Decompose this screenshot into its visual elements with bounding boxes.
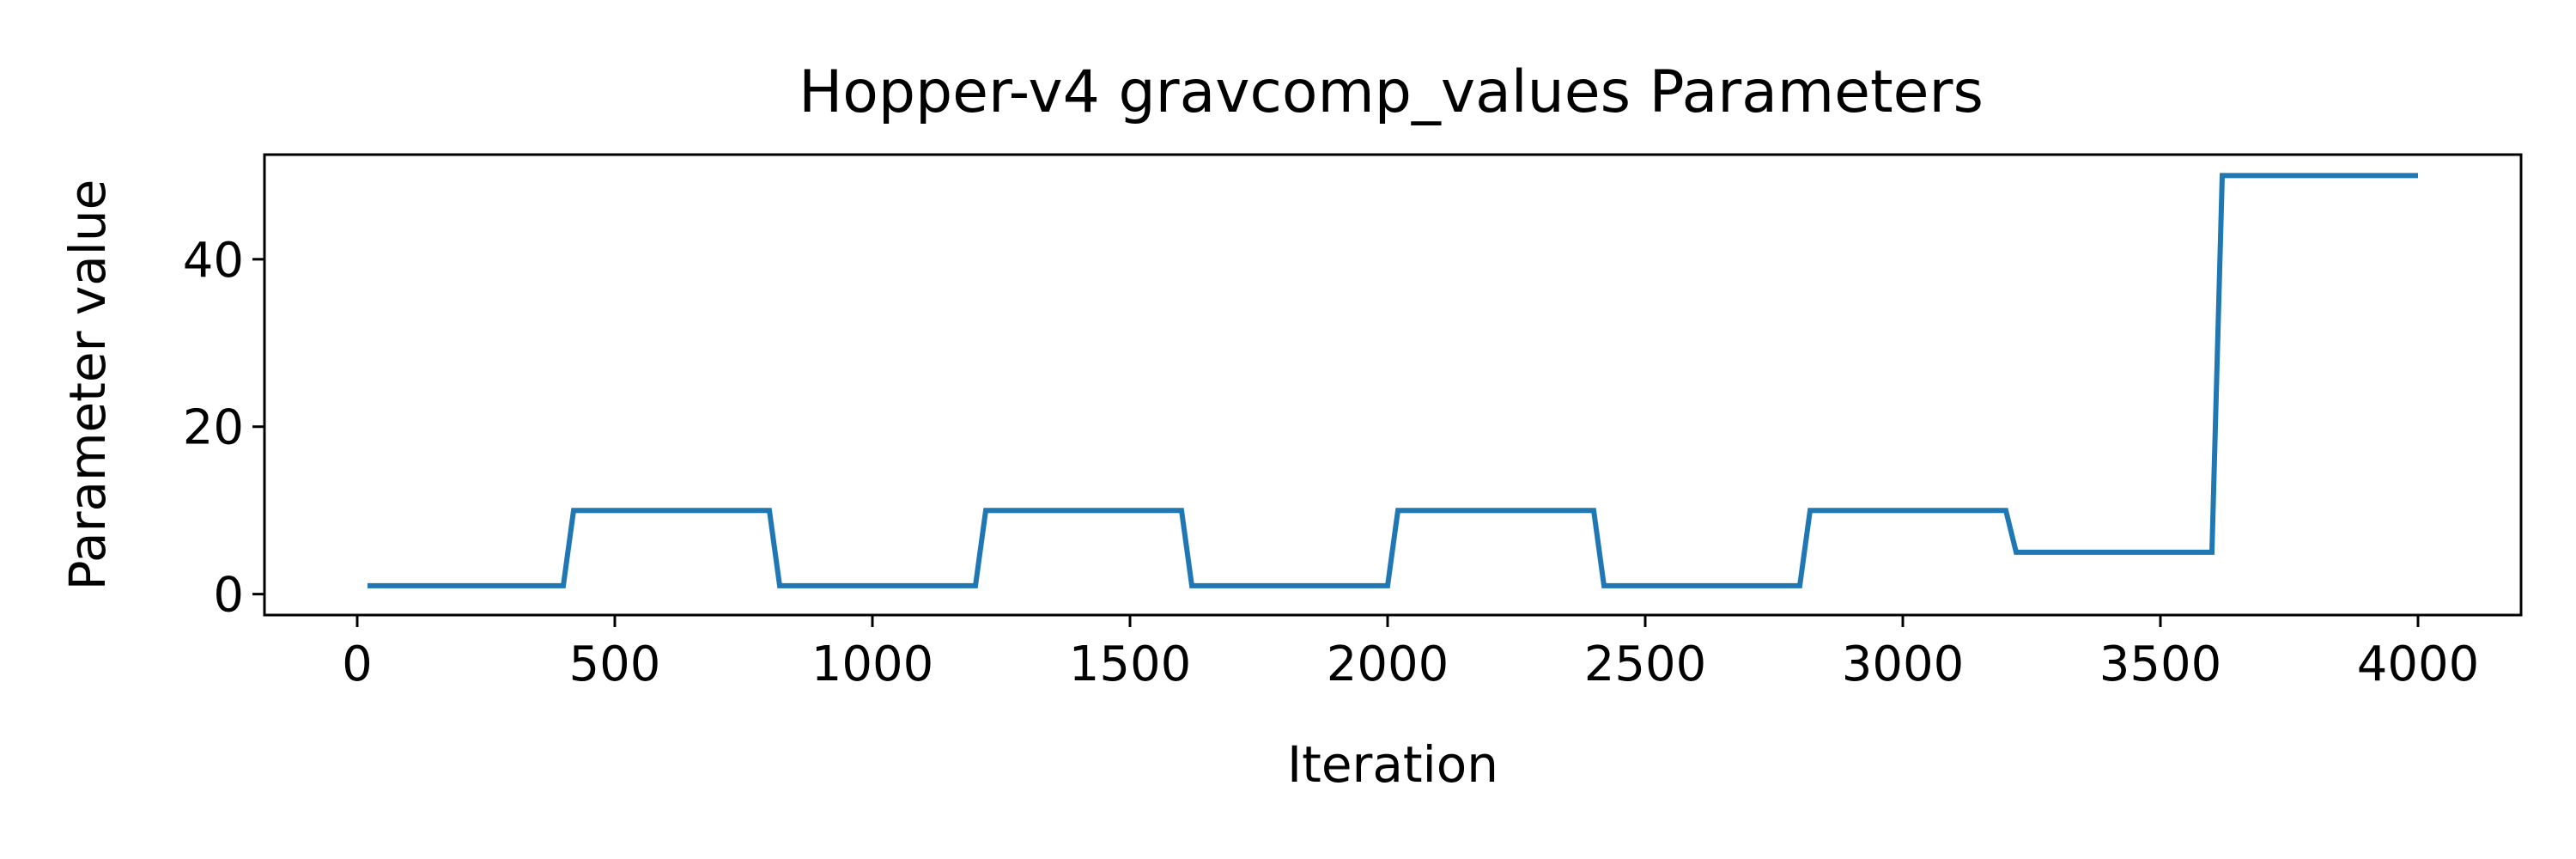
x-axis-label: Iteration [1287, 735, 1498, 794]
x-tick-label: 0 [342, 637, 373, 692]
chart-title: Hopper-v4 gravcomp_values Parameters [799, 58, 1984, 126]
plot-frame [263, 153, 2523, 617]
y-tick-label: 0 [213, 568, 244, 624]
x-tick-label: 3500 [2099, 637, 2222, 692]
x-axis: 0 500 1000 1500 2000 2500 3000 3500 4000 [342, 615, 2479, 692]
x-tick-label: 3000 [1842, 637, 1965, 692]
y-axis: 0 20 40 [183, 233, 264, 624]
series-line-0 [368, 173, 2418, 588]
x-tick-label: 1500 [1069, 637, 1192, 692]
x-tick-label: 1000 [811, 637, 934, 692]
plot-area [368, 173, 2418, 588]
y-tick-label: 20 [183, 400, 244, 456]
y-axis-label: Parameter value [58, 180, 117, 591]
x-tick-label: 2500 [1584, 637, 1707, 692]
x-tick-label: 2000 [1327, 637, 1449, 692]
y-tick-label: 40 [183, 233, 244, 289]
x-tick-label: 500 [569, 637, 661, 692]
x-tick-label: 4000 [2357, 637, 2480, 692]
